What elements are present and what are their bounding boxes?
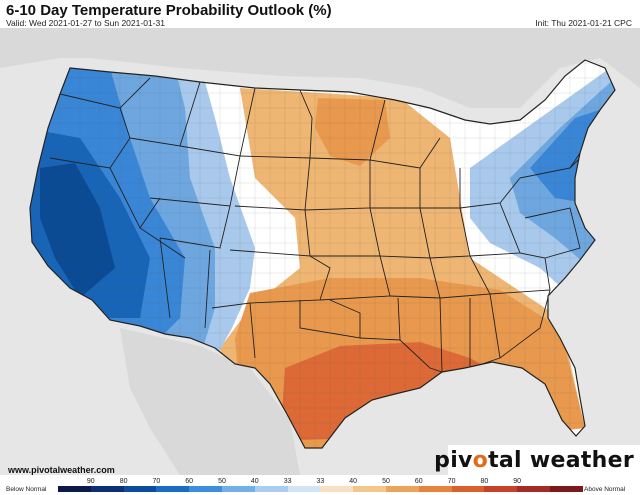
above-60-zone bbox=[282, 342, 510, 440]
legend-tick-above: 90 bbox=[513, 478, 522, 485]
legend-swatch bbox=[90, 486, 125, 492]
brand-logo: pivotal weather bbox=[434, 448, 634, 473]
legend-swatch bbox=[484, 486, 518, 492]
canada-land bbox=[0, 28, 640, 108]
legend-tick-below: 33 bbox=[283, 478, 292, 485]
legend-swatch bbox=[287, 486, 321, 492]
legend-tick-below: 40 bbox=[250, 478, 259, 485]
legend-swatch bbox=[189, 486, 223, 492]
legend-swatch bbox=[451, 486, 485, 492]
below-80-west bbox=[40, 163, 115, 298]
legend-swatch bbox=[386, 486, 420, 492]
legend-swatch bbox=[550, 486, 584, 492]
legend-swatch bbox=[58, 486, 92, 492]
legend-tick-above: 50 bbox=[382, 478, 390, 485]
color-legend: Below Normal Above Normal 90 80 70 60 50 40 33… bbox=[0, 477, 640, 495]
legend-swatch bbox=[254, 486, 289, 492]
legend-swatch bbox=[156, 486, 190, 492]
legend-tick-below: 70 bbox=[152, 478, 161, 485]
map-title: 6-10 Day Temperature Probability Outlook… bbox=[6, 2, 332, 19]
legend-swatch bbox=[517, 486, 551, 492]
legend-tick-above: 80 bbox=[480, 478, 489, 485]
legend-swatch bbox=[222, 486, 256, 492]
mexico-land bbox=[120, 328, 300, 475]
legend-tick-above: 33 bbox=[316, 478, 325, 485]
legend-tick-below: 80 bbox=[119, 478, 128, 485]
legend-tick-above: 70 bbox=[447, 478, 456, 485]
legend-swatch bbox=[353, 486, 387, 492]
legend-tick-above: 60 bbox=[414, 478, 423, 485]
site-url[interactable]: www.pivotalweather.com bbox=[8, 465, 115, 475]
above-50-north bbox=[315, 98, 390, 166]
below-normal-label: Below Normal bbox=[6, 486, 47, 493]
legend-tick-below: 50 bbox=[218, 478, 226, 485]
legend-tick-below: 60 bbox=[185, 478, 194, 485]
outlook-map bbox=[0, 28, 640, 475]
above-normal-label: Above Normal bbox=[584, 486, 626, 493]
init-time: Init: Thu 2021-01-21 CPC bbox=[535, 18, 632, 28]
legend-tick-below: 90 bbox=[86, 478, 95, 485]
us-outline bbox=[29, 59, 616, 449]
brand-panel bbox=[448, 445, 640, 475]
legend-swatch bbox=[418, 486, 453, 492]
legend-swatch bbox=[320, 486, 354, 492]
valid-period: Valid: Wed 2021-01-27 to Sun 2021-01-31 bbox=[6, 18, 165, 28]
legend-tick-above: 40 bbox=[349, 478, 358, 485]
legend-swatch bbox=[123, 486, 157, 492]
